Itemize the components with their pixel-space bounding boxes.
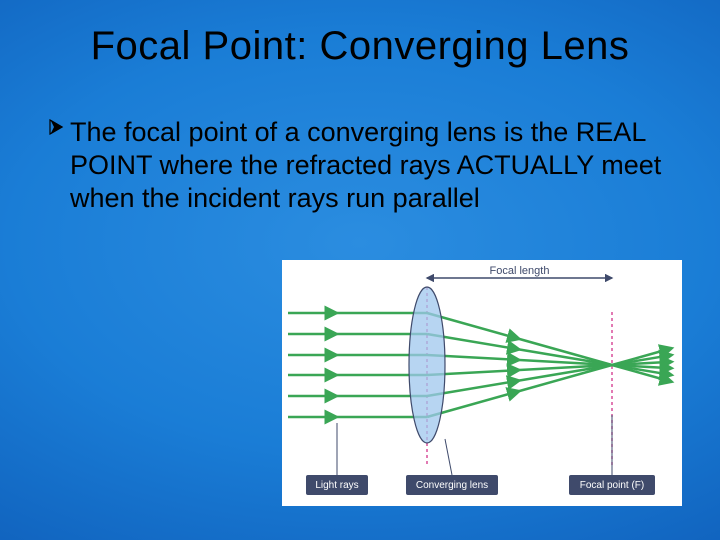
svg-text:Focal point (F): Focal point (F)	[580, 480, 644, 491]
bullet-item: The focal point of a converging lens is …	[48, 116, 668, 215]
svg-text:Light rays: Light rays	[315, 480, 358, 491]
slide: Focal Point: Converging Lens The focal p…	[0, 0, 720, 540]
svg-text:Converging lens: Converging lens	[416, 480, 488, 491]
body-text-block: The focal point of a converging lens is …	[48, 116, 668, 215]
slide-title: Focal Point: Converging Lens	[0, 24, 720, 69]
bullet-text: The focal point of a converging lens is …	[70, 116, 668, 215]
svg-text:Focal length: Focal length	[490, 265, 550, 277]
lens-diagram: Focal length Light rays Converging lens Foc…	[282, 260, 682, 506]
bullet-arrow-icon	[48, 118, 66, 215]
